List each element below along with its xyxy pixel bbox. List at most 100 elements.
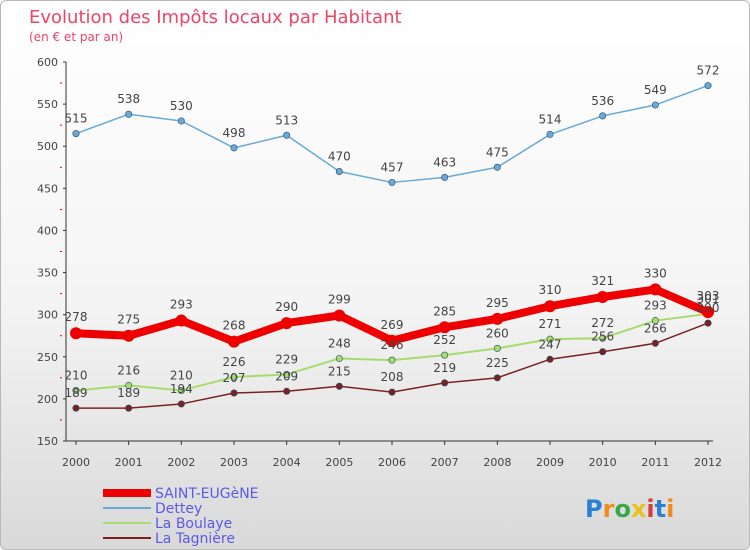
data-point	[651, 101, 659, 109]
y-tick-label: 600	[37, 56, 58, 69]
data-point	[599, 348, 607, 356]
data-point	[333, 309, 346, 322]
data-point	[125, 404, 133, 412]
data-label: 515	[65, 112, 88, 126]
logo-letter: i	[646, 495, 654, 523]
data-point	[704, 319, 712, 327]
data-label: 252	[433, 333, 456, 347]
data-point	[493, 344, 501, 352]
data-point	[438, 321, 451, 334]
data-label: 268	[223, 319, 246, 333]
data-point	[335, 167, 343, 175]
data-label: 513	[275, 113, 298, 127]
axes: 150 200 250 300 350 400 450 500 550 600 2000 2001 20…	[37, 56, 722, 469]
data-label: 310	[539, 283, 562, 297]
data-point	[491, 312, 504, 325]
data-label: 210	[65, 368, 88, 382]
logo-text: Proxiti	[585, 495, 674, 523]
data-point	[280, 317, 293, 330]
x-tick-label: 2002	[167, 456, 195, 469]
data-point	[177, 386, 185, 394]
data-point	[702, 306, 714, 319]
data-point	[335, 354, 343, 362]
data-label: 293	[170, 298, 193, 312]
y-tick-label: 150	[37, 435, 58, 448]
series-saint-eug-ne	[70, 283, 714, 348]
data-point	[230, 144, 238, 152]
data-point	[72, 404, 80, 412]
legend-label: SAINT-EUGèNE	[155, 486, 259, 502]
data-label: 514	[539, 112, 562, 126]
data-point	[386, 334, 398, 347]
data-point	[651, 339, 659, 347]
data-point	[493, 374, 501, 382]
data-point	[283, 387, 291, 395]
data-point	[335, 382, 343, 390]
x-tick-label: 2005	[325, 456, 353, 469]
data-point	[388, 388, 396, 396]
data-point	[596, 290, 609, 303]
data-label: 321	[591, 274, 614, 288]
data-point	[122, 329, 135, 342]
data-label: 189	[65, 386, 88, 400]
data-point	[175, 314, 188, 327]
chart-title: Evolution des Impôts locaux par Habitant	[29, 7, 402, 28]
data-point	[546, 355, 554, 363]
chart-subtitle: (en € et par an)	[29, 30, 123, 44]
data-label: 299	[328, 293, 351, 307]
data-label: 226	[223, 355, 246, 369]
data-label: 301	[697, 292, 720, 306]
data-label: 256	[591, 330, 614, 344]
logo-letter: o	[614, 495, 631, 523]
data-label: 303	[697, 289, 720, 303]
data-labels: 278 275 293 268 290 299 269 285 295 310 321 330 303 5…	[65, 64, 720, 401]
logo-letter: x	[631, 495, 647, 523]
logo-letter: t	[655, 495, 666, 523]
logo-letter: P	[585, 495, 603, 523]
data-label: 248	[328, 336, 351, 350]
data-label: 285	[433, 304, 456, 318]
data-point	[441, 379, 449, 387]
data-label: 572	[697, 64, 720, 78]
data-point	[125, 381, 133, 389]
data-label: 266	[644, 321, 667, 335]
data-label: 219	[433, 361, 456, 375]
data-label: 189	[117, 386, 140, 400]
logo-letter: r	[603, 495, 615, 523]
data-label: 225	[486, 356, 509, 370]
data-label: 290	[697, 301, 720, 315]
data-label: 275	[117, 313, 140, 327]
data-point	[546, 335, 554, 343]
data-point	[546, 130, 554, 138]
data-point	[493, 163, 501, 171]
x-tick-label: 2008	[483, 456, 511, 469]
x-tick-label: 2010	[589, 456, 617, 469]
series-la-boulaye	[72, 310, 712, 394]
y-tick-label: 200	[37, 393, 58, 406]
x-tick-label: 2000	[62, 456, 90, 469]
data-label: 475	[486, 145, 509, 159]
data-label: 538	[117, 92, 140, 106]
data-label: 208	[381, 370, 404, 384]
data-point	[230, 373, 238, 381]
data-point	[599, 334, 607, 342]
data-point	[177, 117, 185, 125]
data-label: 290	[275, 300, 298, 314]
x-tick-label: 2009	[536, 456, 564, 469]
data-point	[70, 327, 82, 340]
data-point	[125, 110, 133, 118]
x-tick-label: 2001	[115, 456, 143, 469]
y-tick-label: 300	[37, 309, 58, 322]
data-label: 498	[223, 126, 246, 140]
data-label: 295	[486, 296, 509, 310]
x-tick-label: 2006	[378, 456, 406, 469]
data-label: 246	[381, 338, 404, 352]
data-label: 194	[170, 382, 193, 396]
y-tick-label: 500	[37, 140, 58, 153]
y-tick-label: 550	[37, 98, 58, 111]
data-point	[230, 389, 238, 397]
series-layer	[70, 82, 714, 412]
y-tick-label: 250	[37, 351, 58, 364]
